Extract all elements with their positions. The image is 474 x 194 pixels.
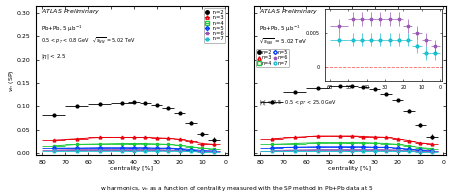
Text: 0.5 < $p_T$ < 0.8 GeV   $\sqrt{s_{NN}}$ = 5.02 TeV: 0.5 < $p_T$ < 0.8 GeV $\sqrt{s_{NN}}$ = … [41,37,136,47]
Text: Pb+Pb, 5 μb$^{-1}$: Pb+Pb, 5 μb$^{-1}$ [41,24,82,34]
X-axis label: centrality [%]: centrality [%] [110,166,153,171]
Text: $ATLAS$ Preliminary: $ATLAS$ Preliminary [259,7,319,16]
Legend:  n=2,  n=3,  n=4,  n=5,  n=6,  n=7: n=2, n=3, n=4, n=5, n=6, n=7 [204,9,225,43]
Text: w harmonics, $v_n$ as a function of centrality measured with the SP method in Pb: w harmonics, $v_n$ as a function of cent… [100,184,374,193]
Text: Pb+Pb, 5 μb$^{-1}$: Pb+Pb, 5 μb$^{-1}$ [259,24,301,34]
Text: |$\eta$| < 2.5: |$\eta$| < 2.5 [41,52,67,61]
Text: $ATLAS$ Preliminary: $ATLAS$ Preliminary [41,7,101,16]
Text: |$\eta$| < 2.5   0.5 < $p_T$ < 25.0 GeV: |$\eta$| < 2.5 0.5 < $p_T$ < 25.0 GeV [259,98,337,107]
X-axis label: centrality [%]: centrality [%] [328,166,371,171]
Text: $\sqrt{s_{NN}}$ = 5.02 TeV: $\sqrt{s_{NN}}$ = 5.02 TeV [259,37,308,47]
Y-axis label: $v_n$ (SP): $v_n$ (SP) [7,69,16,92]
Legend: n=2, n=3, n=4, n=5, n=6, n=7: n=2, n=3, n=4, n=5, n=6, n=7 [256,48,289,67]
